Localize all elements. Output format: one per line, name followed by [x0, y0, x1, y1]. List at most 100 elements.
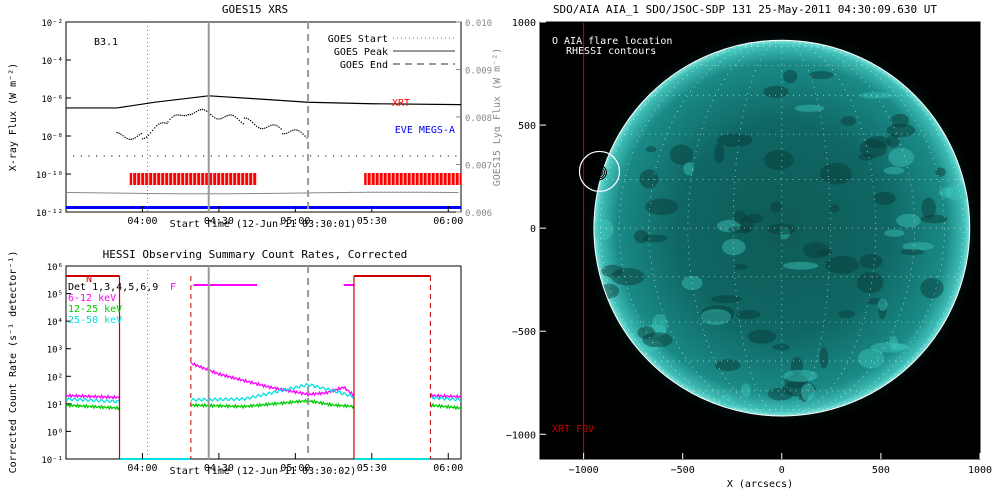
- hessi-ytick-label: 10²: [47, 373, 63, 383]
- goes-short-floor-point: [141, 155, 144, 157]
- goes-short-point: [195, 110, 198, 113]
- goes-short-point: [149, 132, 152, 134]
- hessi-series-25-50keV: [190, 382, 355, 403]
- goes-x-ticks: 04:00 04:30 05:00 05:30 06:00: [127, 206, 463, 227]
- goes-short-point: [222, 117, 224, 119]
- goes-ytick-right-label: 0.009: [465, 67, 492, 77]
- longitude-line: [648, 40, 782, 417]
- goes-short-point: [226, 115, 228, 117]
- hessi-flags: [66, 275, 431, 286]
- aia-ytick-label: −500: [512, 327, 536, 338]
- goes-short-point: [224, 116, 226, 118]
- aia-ytick-label: 0: [530, 224, 536, 235]
- goes-ytick-label: 10⁻¹⁰: [36, 171, 63, 181]
- goes-ytick-label: 10⁻⁸: [41, 133, 63, 143]
- goes-short-floor-point: [417, 155, 419, 157]
- goes-short-floor-point: [203, 155, 205, 157]
- goes-short-point: [189, 113, 192, 116]
- goes-short-floor-point: [111, 155, 113, 157]
- legend-rhessi-contours: RHESSI contours: [566, 46, 656, 57]
- goes-short-floor-point: [248, 155, 251, 157]
- goes-short-point: [158, 123, 160, 125]
- xrt-label: XRT: [392, 98, 410, 109]
- goes-short-point: [296, 129, 298, 131]
- dark-region: [601, 264, 624, 278]
- hessi-ytick-label: 10³: [47, 346, 63, 356]
- goes-ytick-right-label: 0.010: [465, 19, 492, 29]
- aia-xtick-label: 0: [779, 465, 785, 476]
- legend-25-50: 25-50 keV: [68, 315, 122, 326]
- goes-lya-series: [65, 191, 459, 195]
- goes-short-point: [120, 133, 122, 136]
- goes-short-point: [266, 126, 268, 129]
- dark-region: [859, 254, 883, 269]
- dark-region: [763, 85, 789, 98]
- bright-region: [741, 383, 752, 398]
- aia-xtick-label: −1000: [569, 465, 599, 476]
- bright-region: [683, 162, 694, 176]
- goes-time-markers: [147, 22, 310, 212]
- goes-ylabel: X-ray Flux (W m⁻²): [8, 63, 19, 171]
- goes-short-floor-point: [157, 155, 159, 157]
- eve-label: EVE MEGS-A: [395, 125, 455, 136]
- goes-ytick-label: 10⁻²: [41, 19, 63, 29]
- heliographic-grid: [593, 40, 970, 417]
- aia-x-ticks: −1000 −500 0 500 1000: [569, 453, 992, 476]
- legend-aia-flare: O AIA flare location: [552, 36, 672, 47]
- hessi-series-25-50keV: [430, 395, 462, 402]
- dark-region: [840, 116, 857, 126]
- goes-short-point: [262, 127, 264, 130]
- goes-short-floor-point: [355, 155, 358, 157]
- goes-short-floor-point: [432, 155, 434, 157]
- goes-short-point: [130, 138, 132, 141]
- dark-region: [920, 278, 944, 299]
- rhessi-contour: [587, 164, 607, 181]
- goes-short-point: [167, 121, 169, 123]
- aia-xtick-label: 500: [872, 465, 890, 476]
- goes-short-point: [230, 114, 232, 116]
- dark-region: [772, 344, 790, 351]
- goes-short-point: [136, 135, 139, 138]
- goes-coverage-bands: [66, 173, 461, 209]
- dark-region: [878, 301, 887, 320]
- hessi-ytick-label: 10⁴: [47, 318, 63, 328]
- bright-region: [888, 147, 914, 167]
- solar-limb: [593, 39, 971, 417]
- hessi-series-12-25keV: [190, 398, 355, 410]
- goes-short-floor-point: [80, 155, 82, 157]
- hessi-y-ticks: 10⁶ 10⁵ 10⁴ 10³ 10² 10¹ 10⁰ 10⁻¹: [41, 263, 71, 466]
- goes-short-floor-point: [118, 155, 121, 157]
- hessi-xtick-label: 06:00: [433, 463, 463, 474]
- goes-short-point: [257, 127, 260, 129]
- goes-short-point: [164, 122, 166, 124]
- goes-short-floor-point: [287, 155, 289, 157]
- goes-short-floor-point: [271, 155, 274, 157]
- aia-title: SDO/AIA AIA_1 SDO/JSOC-SDP 131 25-May-20…: [553, 3, 937, 16]
- bright-region: [877, 298, 888, 311]
- dark-region: [783, 69, 798, 84]
- aia-ytick-label: 500: [518, 121, 536, 132]
- hessi-xtick-label: 04:30: [204, 463, 234, 474]
- dark-region: [717, 133, 753, 147]
- hessi-plot-frame: [65, 265, 462, 460]
- goes-short-point: [126, 137, 128, 140]
- goes-short-point: [288, 131, 290, 133]
- goes-short-point: [302, 133, 304, 135]
- dark-region: [733, 210, 747, 225]
- hessi-series-25-50keV: [65, 397, 121, 404]
- goes-short-point: [276, 125, 278, 127]
- dark-region: [714, 359, 741, 372]
- goes-xtick-label: 06:00: [433, 216, 463, 227]
- legend-12-25: 12-25 keV: [68, 304, 122, 315]
- goes-long-series: [66, 95, 462, 109]
- goes-short-floor-point: [65, 155, 67, 157]
- dark-region: [770, 201, 782, 213]
- dark-region: [790, 357, 804, 376]
- goes-short-floor-point: [394, 155, 396, 157]
- dark-region: [767, 387, 794, 401]
- goes-short-point: [179, 114, 181, 116]
- bright-region: [700, 308, 732, 325]
- goes-short-floor-point: [210, 155, 212, 157]
- goes-short-point: [216, 118, 218, 120]
- goes-short-point: [212, 115, 214, 118]
